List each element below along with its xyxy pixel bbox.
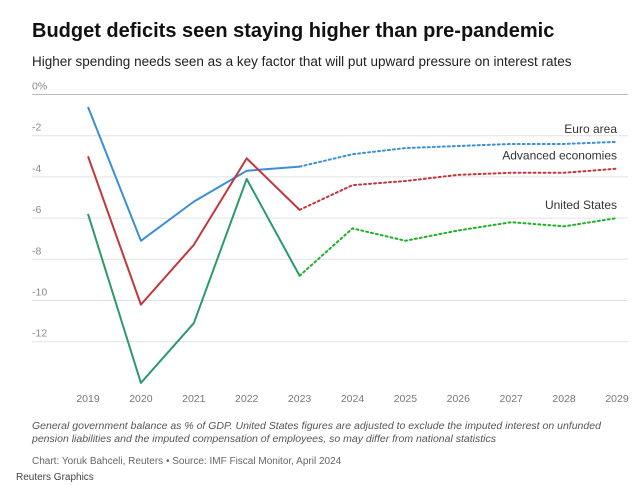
series-line-actual-2 bbox=[87, 177, 301, 384]
series-line-actual-1 bbox=[87, 155, 301, 306]
x-tick-label: 2019 bbox=[76, 393, 100, 405]
chart-credit: Chart: Yoruk Bahceli, Reuters • Source: … bbox=[32, 456, 342, 467]
y-tick-label: -12 bbox=[32, 328, 47, 340]
x-tick-label: 2025 bbox=[394, 393, 418, 405]
brand-label: Reuters Graphics bbox=[16, 472, 94, 483]
series-line-actual-0 bbox=[87, 106, 300, 242]
x-tick-label: 2022 bbox=[235, 393, 259, 405]
series-line-forecast-2 bbox=[298, 217, 618, 277]
y-tick-label: -6 bbox=[32, 204, 41, 216]
x-tick-label: 2023 bbox=[288, 393, 312, 405]
y-tick-label: 0% bbox=[32, 81, 47, 93]
chart-title: Budget deficits seen staying higher than… bbox=[32, 20, 555, 42]
series-line-forecast-1 bbox=[298, 167, 618, 211]
series-line-forecast-0 bbox=[298, 140, 618, 168]
x-tick-label: 2028 bbox=[552, 393, 576, 405]
series-label: United States bbox=[545, 198, 617, 212]
x-tick-label: 2024 bbox=[341, 393, 365, 405]
x-tick-label: 2020 bbox=[129, 393, 153, 405]
chart-subtitle: Higher spending needs seen as a key fact… bbox=[32, 54, 572, 69]
x-tick-label: 2026 bbox=[447, 393, 471, 405]
y-tick-label: -8 bbox=[32, 245, 41, 257]
x-tick-label: 2021 bbox=[182, 393, 206, 405]
y-tick-label: -2 bbox=[32, 122, 41, 134]
y-tick-label: -4 bbox=[32, 163, 41, 175]
series-label: Euro area bbox=[564, 122, 617, 136]
x-tick-label: 2027 bbox=[500, 393, 524, 405]
y-tick-label: -10 bbox=[32, 287, 47, 299]
series-label: Advanced economies bbox=[502, 149, 617, 163]
chart-footnote: General government balance as % of GDP. … bbox=[32, 420, 601, 445]
x-tick-label: 2029 bbox=[605, 393, 629, 405]
